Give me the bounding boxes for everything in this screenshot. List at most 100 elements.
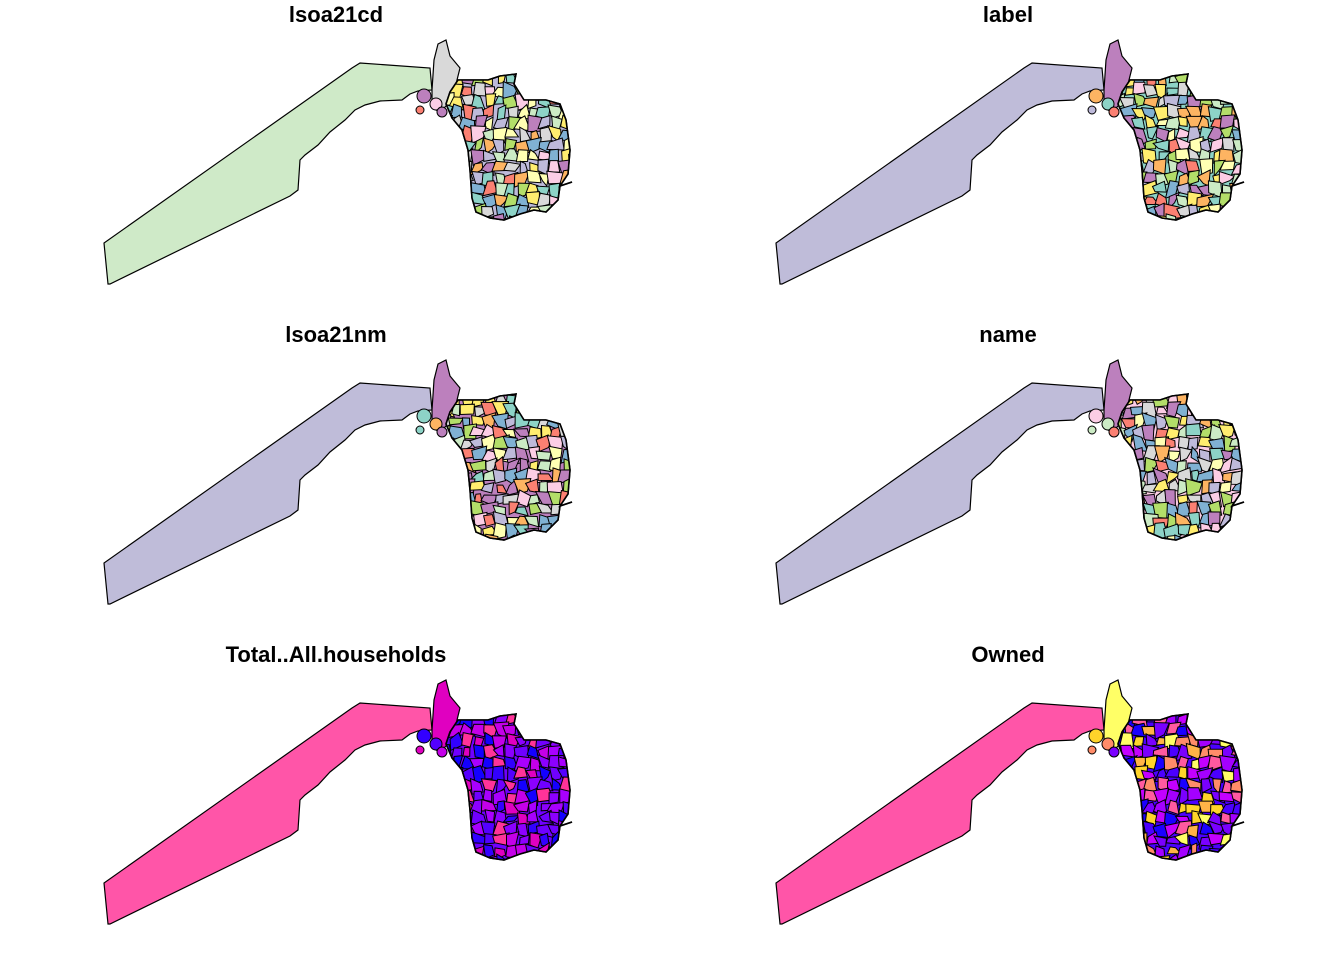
- lsoa-area: [1219, 394, 1233, 408]
- lsoa-area: [1185, 478, 1203, 497]
- map-panel-1: lsoa21cd: [0, 0, 672, 320]
- lsoa-area: [527, 94, 537, 110]
- choropleth-map: [103, 679, 586, 925]
- lsoa-area: [1163, 415, 1180, 429]
- lsoa-area: [560, 404, 572, 415]
- lsoa-area: [446, 500, 453, 518]
- lsoa-area: [527, 853, 543, 860]
- lsoa-area: [446, 149, 454, 160]
- lsoa-area: [447, 417, 465, 426]
- lsoa-area: [1146, 470, 1157, 486]
- lsoa-area: [570, 434, 572, 452]
- lsoa-area: [1186, 169, 1200, 186]
- lsoa-area: [524, 403, 541, 420]
- lsoa-area: [492, 744, 505, 758]
- lsoa-area: [568, 459, 572, 475]
- lsoa-area: [569, 480, 572, 492]
- lsoa-area: [1120, 835, 1138, 844]
- lsoa-area: [1088, 728, 1104, 744]
- lsoa-area: [1218, 81, 1235, 100]
- lsoa-area: [1123, 423, 1139, 443]
- lsoa-area: [1245, 447, 1258, 464]
- lsoa-area: [514, 394, 527, 406]
- map-panel-6: Owned: [672, 640, 1344, 960]
- lsoa-area: [574, 744, 583, 757]
- map-panel-4: name: [672, 320, 1344, 640]
- lsoa-area: [1108, 106, 1120, 118]
- lsoa-area: [560, 714, 572, 727]
- lsoa-area: [491, 735, 507, 749]
- lsoa-area: [573, 843, 586, 858]
- choropleth-map: [103, 39, 573, 285]
- lsoa-area: [514, 715, 531, 729]
- lsoa-area: [459, 203, 473, 219]
- lsoa-area: [508, 501, 520, 516]
- lsoa-area: [568, 500, 572, 516]
- lsoa-area: [1243, 95, 1244, 109]
- lsoa-area: [446, 842, 456, 859]
- lsoa-area: [537, 534, 553, 540]
- lsoa-area: [1154, 414, 1168, 431]
- area-western-strip: [775, 382, 1105, 605]
- lsoa-area: [451, 535, 464, 540]
- lsoa-area: [559, 831, 572, 847]
- lsoa-area: [446, 470, 449, 487]
- lsoa-area: [574, 759, 585, 772]
- lsoa-area: [536, 82, 553, 99]
- lsoa-area: [567, 125, 572, 141]
- lsoa-area: [557, 74, 572, 87]
- lsoa-area: [496, 853, 505, 860]
- lsoa-area: [571, 493, 572, 508]
- lsoa-area: [484, 809, 496, 823]
- lsoa-area: [506, 766, 519, 784]
- lsoa-area: [1245, 437, 1254, 451]
- lsoa-area: [1245, 393, 1256, 407]
- lsoa-area: [462, 746, 471, 757]
- lsoa-area: [1118, 792, 1125, 806]
- lsoa-area: [1118, 533, 1127, 540]
- lsoa-area: [1246, 207, 1254, 216]
- lsoa-area: [1186, 533, 1200, 540]
- lsoa-area: [1243, 789, 1244, 806]
- lsoa-area: [448, 524, 466, 536]
- lsoa-area: [1118, 159, 1125, 176]
- lsoa-area: [446, 161, 453, 175]
- lsoa-area: [1130, 116, 1146, 130]
- lsoa-area: [1230, 843, 1244, 858]
- lsoa-area: [1241, 844, 1244, 860]
- lsoa-area: [559, 92, 572, 108]
- lsoa-area: [1245, 126, 1253, 141]
- lsoa-area: [1218, 714, 1234, 729]
- lsoa-area: [1242, 161, 1244, 174]
- lsoa-area: [1141, 218, 1160, 220]
- lsoa-area: [1101, 737, 1115, 751]
- lsoa-area: [559, 845, 571, 859]
- lsoa-area: [1087, 105, 1097, 115]
- lsoa-area: [1197, 74, 1212, 89]
- lsoa-area: [459, 216, 477, 220]
- lsoa-area: [447, 451, 462, 463]
- area-western-strip: [103, 62, 433, 285]
- lsoa-area: [462, 842, 474, 860]
- lsoa-area: [446, 483, 454, 496]
- lsoa-area: [1219, 160, 1236, 171]
- lsoa-area: [451, 136, 465, 153]
- lsoa-area: [450, 147, 462, 166]
- lsoa-area: [469, 212, 486, 220]
- lsoa-area: [1141, 535, 1158, 540]
- lsoa-area: [1230, 74, 1244, 87]
- lsoa-area: [450, 811, 464, 828]
- choropleth-map: [775, 679, 1245, 925]
- lsoa-area: [447, 159, 463, 176]
- lsoa-area: [551, 536, 563, 540]
- lsoa-area: [567, 213, 572, 220]
- lsoa-area: [1118, 150, 1127, 166]
- lsoa-area: [473, 744, 485, 760]
- lsoa-area: [1233, 403, 1244, 417]
- lsoa-area: [1218, 404, 1238, 417]
- lsoa-area: [448, 516, 463, 525]
- lsoa-area: [1119, 771, 1137, 782]
- lsoa-area: [1218, 791, 1235, 803]
- lsoa-area: [453, 482, 466, 494]
- lsoa-area: [1232, 855, 1244, 860]
